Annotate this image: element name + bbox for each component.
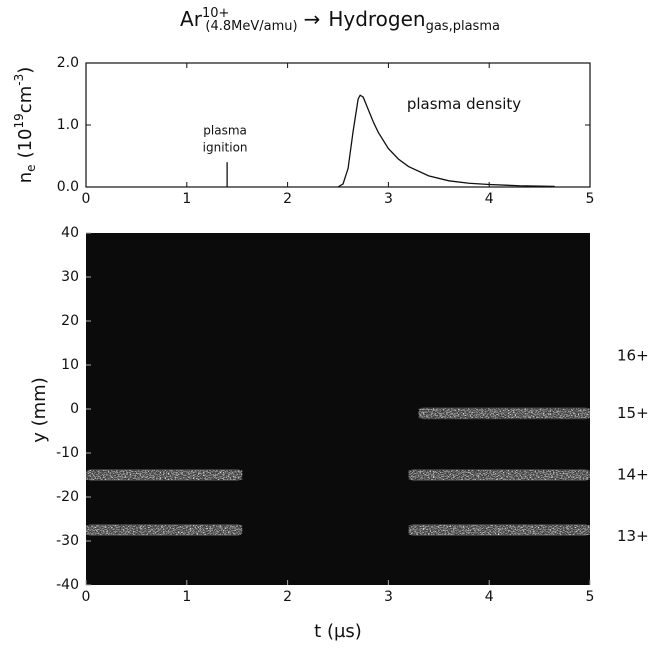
x-tick-label: 4 xyxy=(485,191,494,207)
y-tick-label: 20 xyxy=(61,313,79,329)
y-tick-label: -30 xyxy=(56,533,79,549)
x-tick-label: 0 xyxy=(82,191,91,207)
x-tick-label: 1 xyxy=(182,191,191,207)
x-tick-label: 0 xyxy=(82,589,91,605)
title-part: gas,plasma xyxy=(426,19,500,34)
x-axis-label: t (µs) xyxy=(314,621,362,642)
x-tick-label: 4 xyxy=(485,589,494,605)
y-axis-label: ne (1019cm-3) xyxy=(12,67,38,183)
x-tick-label: 3 xyxy=(384,191,393,207)
x-tick-label: 2 xyxy=(283,589,292,605)
title-part: (4.8MeV/amu) xyxy=(205,19,297,34)
x-tick-label: 5 xyxy=(586,589,595,605)
y-tick-label: 30 xyxy=(61,269,79,285)
x-tick-label: 2 xyxy=(283,191,292,207)
trace-speckle xyxy=(86,525,243,535)
annotation: plasma density xyxy=(407,95,521,113)
label-part: n xyxy=(15,172,36,183)
charge-state-label: 15+ xyxy=(617,404,648,422)
y-tick-label: 40 xyxy=(61,225,79,241)
x-tick-label: 1 xyxy=(182,589,191,605)
label-part: (10 xyxy=(15,128,36,158)
y-tick-label: -40 xyxy=(56,577,79,593)
y-tick-label: -10 xyxy=(56,445,79,461)
plot-frame xyxy=(85,62,591,188)
title-part: 10+ xyxy=(202,6,229,21)
label-part: 19 xyxy=(12,113,26,128)
y-axis-label: y (mm) xyxy=(29,377,50,443)
title-part: Hydrogen xyxy=(328,7,425,31)
charge-state-label: 14+ xyxy=(617,466,648,484)
x-tick-label: 3 xyxy=(384,589,393,605)
y-tick-label: 10 xyxy=(61,357,79,373)
x-tick-label: 5 xyxy=(586,191,595,207)
label-part: -3 xyxy=(12,74,26,86)
y-tick-label: 2.0 xyxy=(57,55,79,71)
label-part: cm xyxy=(15,86,36,113)
trace-speckle xyxy=(408,470,590,480)
annotation: plasma xyxy=(203,124,247,138)
y-tick-label: 0.0 xyxy=(57,179,79,195)
y-tick-label: 0 xyxy=(70,401,79,417)
y-tick-label: -20 xyxy=(56,489,79,505)
charge-state-label: 16+ xyxy=(617,347,648,365)
trace-speckle xyxy=(408,525,590,535)
label-part: ) xyxy=(15,67,36,74)
title-part: Ar xyxy=(180,7,203,31)
y-tick-label: 1.0 xyxy=(57,117,79,133)
trace-speckle xyxy=(418,408,590,419)
annotation: ignition xyxy=(203,140,248,154)
line-series xyxy=(337,94,555,188)
charge-state-label: 13+ xyxy=(617,527,648,545)
trace-speckle xyxy=(86,470,243,480)
figure-title: Ar10+ (4.8MeV/amu) → Hydrogengas,plasma xyxy=(180,6,500,34)
title-part: → xyxy=(304,7,321,31)
label-part: e xyxy=(24,164,38,171)
